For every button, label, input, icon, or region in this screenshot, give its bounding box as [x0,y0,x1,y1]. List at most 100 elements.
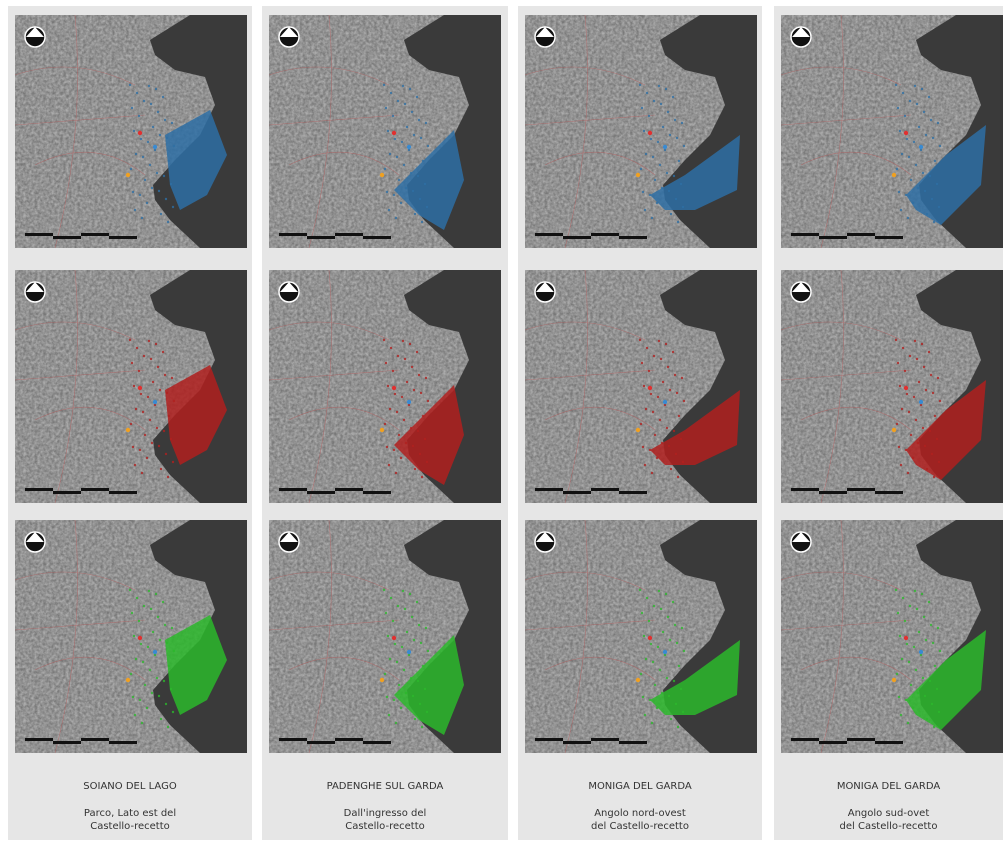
scale-bar [53,741,81,744]
visibility-speck [647,619,651,623]
visibility-speck [164,197,168,201]
visibility-speck [395,155,399,159]
visibility-speck [419,391,423,395]
visibility-speck [656,395,660,399]
visibility-speck [674,197,678,201]
visibility-speck [894,83,898,87]
visibility-speck [935,437,939,441]
visibility-speck [396,604,400,608]
visibility-speck [130,361,134,365]
scale-bar [53,491,81,494]
scale-bar [619,741,647,744]
visibility-speck [639,672,643,676]
north-arrow [792,282,810,292]
visibility-speck [155,171,159,175]
visibility-speck [153,403,157,407]
scale-bar [25,488,53,491]
visibility-speck [911,456,915,460]
visibility-speck [661,380,665,384]
visibility-speck [392,193,396,197]
point-red [903,385,909,391]
visibility-speck [667,444,671,448]
visibility-speck [385,445,389,449]
visibility-speck [151,125,155,129]
point-blue [406,399,412,405]
visibility-speck [170,121,174,125]
point-orange [379,427,385,433]
visibility-speck [400,140,404,144]
visibility-speck [423,687,427,691]
north-arrow [26,532,44,542]
visibility-speck [647,114,651,118]
visibility-speck [666,365,670,369]
visibility-speck [410,110,414,114]
visibility-speck [407,653,411,657]
visibility-speck [663,653,667,657]
scale-bar [279,488,307,491]
visibility-speck [393,137,397,141]
visibility-speck [913,339,917,343]
visibility-speck [897,190,901,194]
visibility-speck [163,373,167,377]
north-arrow [26,27,44,37]
visibility-speck [928,679,932,683]
visibility-speck [904,193,908,197]
visibility-speck [164,452,168,456]
visibility-speck [393,392,397,396]
visibility-speck [677,414,681,418]
roads [524,519,656,754]
visibility-speck [420,475,424,479]
scale-bar [363,741,391,744]
visibility-speck [650,216,654,220]
visibility-speck [919,403,923,407]
visibility-speck [140,721,144,725]
visibility-speck [657,589,661,593]
visibility-speck [651,410,655,414]
visibility-speck [680,376,684,380]
visibility-speck [137,619,141,623]
visibility-speck [158,638,162,642]
scale-bar [81,488,109,491]
visibility-speck [929,373,933,377]
visibility-speck [682,649,686,653]
visibility-speck [673,118,677,122]
visibility-speck [897,445,901,449]
point-orange [635,427,641,433]
visibility-speck [145,456,149,460]
visibility-speck [642,634,646,638]
visibility-speck [137,369,141,373]
visibility-speck [424,626,428,630]
visibility-speck [130,611,134,615]
visibility-speck [163,623,167,627]
visibility-speck [170,376,174,380]
visibility-speck [675,641,679,645]
visibility-speck [664,342,668,346]
visibility-speck [149,357,153,361]
visibility-speck [676,475,680,479]
visibility-speck [142,99,146,103]
visibility-speck [425,710,429,714]
visibility-speck [921,426,925,430]
visibility-speck [419,641,423,645]
north-arrow [280,282,298,292]
visibility-speck [906,721,910,725]
visibility-speck [894,338,898,342]
visibility-speck [648,698,652,702]
point-red [137,130,143,136]
map-panel [524,14,757,249]
visibility-speck [384,106,388,110]
visibility-speck [156,110,160,114]
visibility-speck [139,137,143,141]
visibility-speck [901,346,905,350]
visibility-speck [648,193,652,197]
visibility-speck [669,717,673,721]
visibility-speck [407,403,411,407]
visibility-speck [403,357,407,361]
visibility-speck [131,445,135,449]
visibility-speck [383,672,387,676]
visibility-speck [913,589,917,593]
visibility-speck [133,463,137,467]
map-panel [524,269,757,504]
north-arrow [280,27,298,37]
visibility-speck [915,102,919,106]
